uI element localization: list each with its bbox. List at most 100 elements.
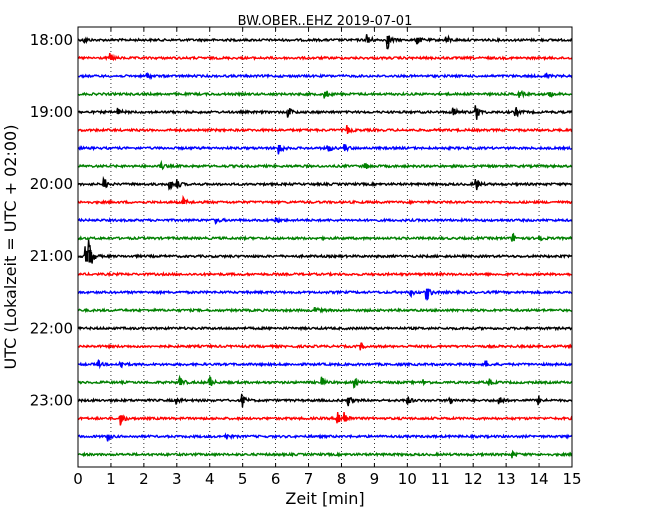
event-burst	[445, 38, 449, 42]
x-tick-label: 0	[73, 470, 83, 488]
seismic-trace	[78, 306, 573, 314]
event-burst	[498, 398, 502, 403]
event-burst	[175, 399, 179, 402]
seismic-trace	[77, 449, 573, 459]
seismic-trace	[77, 216, 573, 225]
event-burst	[109, 56, 113, 60]
trace-row	[78, 306, 573, 314]
x-tick-label: 6	[271, 470, 281, 488]
trace-row	[77, 194, 573, 206]
event-burst	[119, 362, 123, 367]
y-axis-label: UTC (Lokalzeit = UTC + 02:00)	[1, 125, 20, 370]
seismic-trace	[77, 270, 573, 278]
event-burst	[538, 398, 542, 403]
event-burst	[363, 164, 367, 168]
seismic-trace	[77, 393, 573, 408]
event-burst	[343, 415, 347, 422]
event-burst	[320, 380, 324, 385]
event-burst	[511, 453, 515, 456]
event-burst	[175, 181, 179, 187]
trace-row	[77, 239, 573, 264]
trace-row	[77, 144, 573, 155]
y-tick-label: 21:00	[30, 247, 73, 265]
trace-row	[77, 105, 573, 120]
y-tick-label: 20:00	[30, 175, 73, 193]
trace-row	[77, 52, 573, 62]
event-burst	[277, 144, 281, 152]
event-burst	[106, 434, 110, 439]
event-burst	[119, 415, 123, 422]
event-burst	[544, 74, 548, 78]
x-tick-label: 8	[337, 470, 347, 488]
event-burst	[337, 414, 341, 423]
trace-row	[77, 216, 573, 225]
x-axis-label: Zeit [min]	[285, 489, 364, 508]
chart-title: BW.OBER..EHZ 2019-07-01	[238, 14, 413, 29]
plot-frame	[77, 26, 573, 468]
x-tick-label: 12	[464, 470, 483, 488]
seismic-trace	[77, 342, 573, 351]
x-axis: 0 1 2 3 4 5 6 7 8 9 10 11 12 13 14 15	[73, 27, 582, 488]
event-burst	[426, 288, 430, 296]
trace-row	[77, 34, 573, 50]
event-burst	[475, 181, 479, 187]
event-burst	[159, 164, 163, 168]
trace-row	[77, 374, 573, 389]
seismic-trace	[77, 144, 573, 155]
trace-row	[77, 288, 573, 302]
event-burst	[146, 74, 150, 78]
trace-row	[77, 124, 573, 135]
event-burst	[179, 379, 183, 386]
x-tick-label: 3	[172, 470, 182, 488]
x-tick-label: 14	[530, 470, 549, 488]
trace-row	[77, 72, 573, 81]
seismic-trace	[77, 34, 573, 50]
x-tick-label: 10	[398, 470, 417, 488]
event-burst	[347, 128, 351, 132]
event-burst	[488, 381, 492, 384]
event-burst	[96, 362, 100, 367]
x-tick-label: 11	[431, 470, 450, 488]
seismic-trace	[77, 52, 573, 62]
event-burst	[182, 200, 186, 204]
event-burst	[314, 308, 318, 312]
trace-row	[77, 449, 573, 459]
event-burst	[547, 92, 551, 96]
seismic-trace	[77, 72, 573, 81]
trace-row	[77, 359, 573, 370]
trace-row	[77, 270, 573, 278]
event-burst	[422, 381, 426, 384]
x-tick-label: 7	[304, 470, 314, 488]
seismic-trace	[77, 411, 573, 426]
event-burst	[215, 218, 219, 222]
trace-row	[77, 175, 573, 191]
event-burst	[409, 290, 413, 295]
event-burst	[225, 435, 229, 438]
seismic-trace	[77, 239, 573, 264]
seismic-trace	[77, 325, 573, 332]
seismic-trace	[77, 432, 573, 442]
seismic-trace	[77, 194, 573, 206]
event-burst	[83, 38, 87, 42]
event-burst	[274, 218, 278, 222]
event-burst	[85, 250, 89, 262]
event-burst	[485, 363, 489, 366]
event-burst	[116, 110, 120, 114]
event-burst	[241, 397, 245, 404]
trace-row	[77, 159, 573, 171]
y-tick-label: 22:00	[30, 319, 73, 337]
event-burst	[169, 181, 173, 187]
event-burst	[343, 146, 347, 150]
seismic-trace	[77, 159, 573, 171]
x-tick-label: 5	[238, 470, 248, 488]
event-burst	[360, 344, 364, 348]
x-tick-label: 9	[370, 470, 380, 488]
event-burst	[518, 92, 522, 96]
seismic-trace	[77, 288, 573, 302]
event-burst	[324, 91, 327, 97]
trace-group	[77, 34, 573, 459]
event-burst	[416, 37, 420, 43]
trace-row	[77, 432, 573, 442]
grid-lines	[110, 27, 540, 467]
